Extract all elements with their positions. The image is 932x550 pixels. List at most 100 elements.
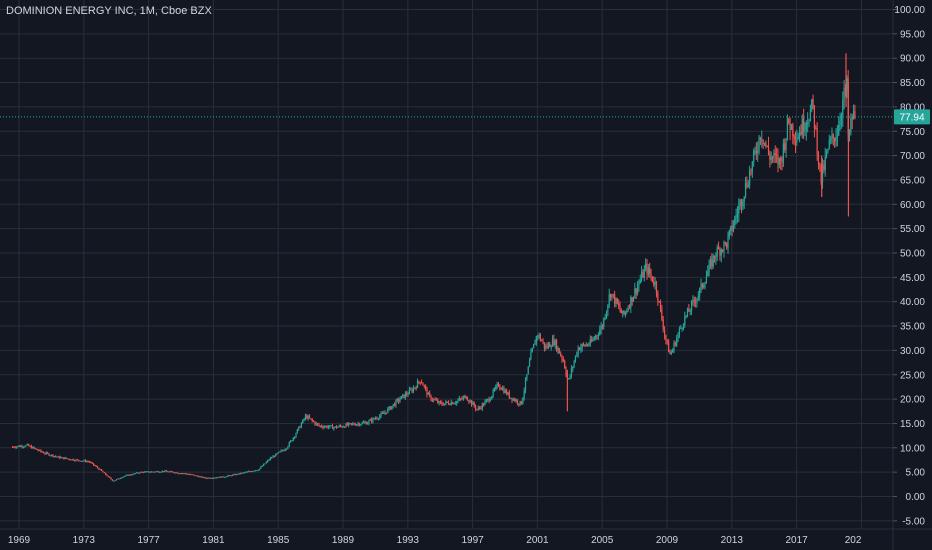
candle-body <box>437 400 439 403</box>
candle-body <box>511 397 513 401</box>
candle-body <box>341 426 343 428</box>
candle-body <box>240 473 242 475</box>
time-axis[interactable]: 1969 1973 1977 1981 1985 1989 1993 1997 2001 2005… <box>8 535 862 546</box>
candle-body <box>207 477 209 479</box>
candle-body <box>558 348 560 354</box>
candle-body <box>686 308 689 316</box>
candle-body <box>612 294 614 296</box>
candle-body <box>302 419 304 424</box>
candle-body <box>460 398 462 400</box>
candle-body <box>658 301 660 303</box>
candle-body <box>761 139 763 141</box>
candle-body <box>271 457 273 459</box>
candle-body <box>597 334 600 336</box>
candle-body <box>825 151 828 157</box>
price-axis[interactable]: 100.00 95.00 90.00 85.00 80.00 75.00 70.00 65.0… <box>893 5 930 527</box>
candle-body <box>603 318 605 327</box>
candle-body <box>751 161 753 172</box>
candle-body <box>303 418 305 420</box>
candle-body <box>117 478 119 480</box>
candle-body <box>159 472 161 474</box>
candle-body <box>380 413 382 416</box>
candle-body <box>414 387 416 389</box>
candle-body <box>30 446 33 449</box>
candle-body <box>231 474 234 476</box>
candle-body <box>707 271 709 277</box>
candle-body <box>712 255 714 267</box>
candle-body <box>156 471 158 473</box>
candle-body <box>160 471 162 473</box>
candle-body <box>488 398 490 402</box>
candle-body <box>261 465 263 467</box>
candle-body <box>560 353 562 356</box>
candle-body <box>777 155 779 165</box>
candle-body <box>512 398 514 401</box>
candle-body <box>306 415 308 419</box>
candle-body <box>134 473 136 475</box>
price-tick-label: 65.00 <box>900 175 925 186</box>
candle-body <box>497 384 500 387</box>
candle-body <box>137 472 139 474</box>
candle-body <box>669 352 671 355</box>
candle-body <box>26 444 28 446</box>
candle-body <box>358 423 361 426</box>
candle-body <box>693 300 695 302</box>
candle-body <box>798 131 801 138</box>
candle-body <box>601 325 604 327</box>
candle-body <box>496 384 498 387</box>
candle-body <box>743 196 745 202</box>
candle-body <box>716 247 718 257</box>
candle-body <box>346 423 348 426</box>
candle-body <box>256 470 258 472</box>
candle-body <box>376 418 378 420</box>
candle-body <box>641 271 643 280</box>
candle-body <box>456 401 458 404</box>
candle-body <box>28 444 30 446</box>
candle-body <box>176 472 178 474</box>
price-tick-label: 70.00 <box>900 151 925 162</box>
candle-body <box>342 426 344 428</box>
candle-body <box>535 336 537 344</box>
candle-body <box>82 460 84 462</box>
candle-body <box>111 479 114 481</box>
candle-body <box>29 445 31 447</box>
candle-body <box>22 446 24 448</box>
candle-body <box>550 346 552 348</box>
candle-body <box>542 341 544 343</box>
candle-body <box>668 341 670 353</box>
time-tick-label: 2017 <box>785 535 808 546</box>
candle-body <box>673 342 675 350</box>
candle-body <box>398 399 400 402</box>
candle-body <box>338 425 340 427</box>
candle-body <box>150 471 153 473</box>
candle-body <box>265 461 267 464</box>
candle-body <box>626 310 628 312</box>
candle-body <box>122 476 124 478</box>
candle-body <box>514 398 516 402</box>
candle-body <box>273 456 276 458</box>
candle-body <box>797 137 799 140</box>
candle-body <box>52 454 54 457</box>
candle-body <box>125 475 127 477</box>
candle-body <box>291 440 293 442</box>
candle-body <box>179 473 181 475</box>
candle-body <box>724 242 726 244</box>
candle-body <box>141 471 143 473</box>
candle-body <box>172 471 174 473</box>
candle-body <box>746 182 748 187</box>
candle-body <box>523 390 525 398</box>
candle-body <box>742 201 744 207</box>
candle-body <box>584 344 586 346</box>
candle-body <box>234 474 236 476</box>
candle-body <box>144 471 146 473</box>
candle-body <box>175 472 177 474</box>
candle-body <box>624 311 627 315</box>
candle-body <box>13 446 15 448</box>
candle-body <box>57 456 60 458</box>
candle-body <box>788 118 790 123</box>
candle-body <box>399 399 401 402</box>
candle-body <box>851 117 853 119</box>
candle-body <box>620 310 622 314</box>
